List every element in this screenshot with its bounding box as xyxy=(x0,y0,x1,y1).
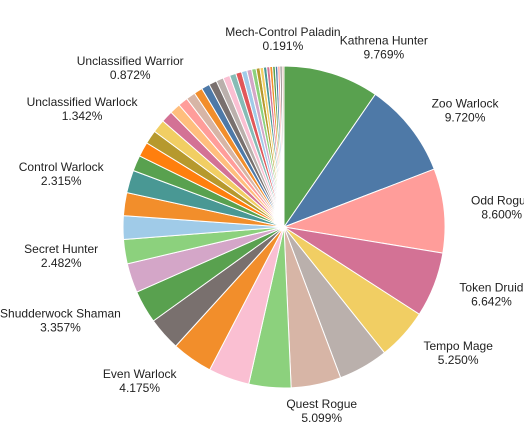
slice-percent: 3.357% xyxy=(40,320,81,334)
slice-zoo-warlock xyxy=(282,93,435,229)
slice-name: Unclassified Warlock xyxy=(27,95,139,109)
slice-label-even-warlock: Even Warlock 4.175% xyxy=(103,367,178,395)
slice-name: Unclassified Warrior xyxy=(77,54,184,68)
slice-percent: 5.250% xyxy=(438,353,479,367)
slice-label-unclassified-warrior: Unclassified Warrior 0.872% xyxy=(77,54,184,82)
slice-name: Odd Rogue xyxy=(471,194,524,208)
slice-mech-control-paladin xyxy=(281,65,285,228)
slice-percent: 4.175% xyxy=(119,381,160,395)
slice-percent: 6.642% xyxy=(471,295,512,309)
slice-label-mech-control-paladin: Mech-Control Paladin 0.191% xyxy=(225,25,340,53)
slice-name: Secret Hunter xyxy=(24,242,98,256)
slice-label-shudderwock-shaman: Shudderwock Shaman 3.357% xyxy=(0,306,121,334)
slice-label-control-warlock: Control Warlock 2.315% xyxy=(19,160,105,188)
slice-label-kathrena-hunter: Kathrena Hunter 9.769% xyxy=(340,34,428,62)
slice-label-tempo-mage: Tempo Mage 5.250% xyxy=(424,339,494,367)
slice-label-unclassified-warlock: Unclassified Warlock 1.342% xyxy=(27,95,139,123)
slice-name: Mech-Control Paladin xyxy=(225,25,340,39)
slice-percent: 1.342% xyxy=(62,109,103,123)
slice-label-odd-rogue: Odd Rogue8.600% xyxy=(471,194,524,222)
slice-name: Token Druid xyxy=(459,281,523,295)
slice-odd-rogue xyxy=(282,168,446,254)
slice-label-quest-rogue: Quest Rogue 5.099% xyxy=(286,397,357,425)
slice-percent: 0.191% xyxy=(263,39,304,53)
slice-name: Zoo Warlock xyxy=(432,97,500,111)
pie-slices xyxy=(122,65,446,389)
slice-label-secret-hunter: Secret Hunter 2.482% xyxy=(24,242,98,270)
slice-percent: 9.720% xyxy=(445,111,486,125)
slice-name: Quest Rogue xyxy=(286,397,357,411)
slice-percent: 2.482% xyxy=(41,256,82,270)
slice-name: Tempo Mage xyxy=(424,339,494,353)
slice-kathrena-hunter xyxy=(283,65,376,229)
slice-name: Even Warlock xyxy=(103,367,178,381)
slice-percent: 2.315% xyxy=(41,174,82,188)
slice-percent: 0.872% xyxy=(110,68,151,82)
slice-label-token-druid: Token Druid 6.642% xyxy=(459,281,523,309)
slice-labels: Kathrena Hunter 9.769% Zoo Warlock 9.720% Od… xyxy=(0,25,524,425)
slice-percent: 5.099% xyxy=(301,411,342,425)
slice-name: Kathrena Hunter xyxy=(340,34,428,48)
slice-name: Shudderwock Shaman xyxy=(0,306,121,320)
slice-label-zoo-warlock: Zoo Warlock 9.720% xyxy=(432,97,500,125)
slice-percent: 8.600% xyxy=(481,208,522,222)
slice-percent: 9.769% xyxy=(364,48,405,62)
slice-name: Control Warlock xyxy=(19,160,105,174)
